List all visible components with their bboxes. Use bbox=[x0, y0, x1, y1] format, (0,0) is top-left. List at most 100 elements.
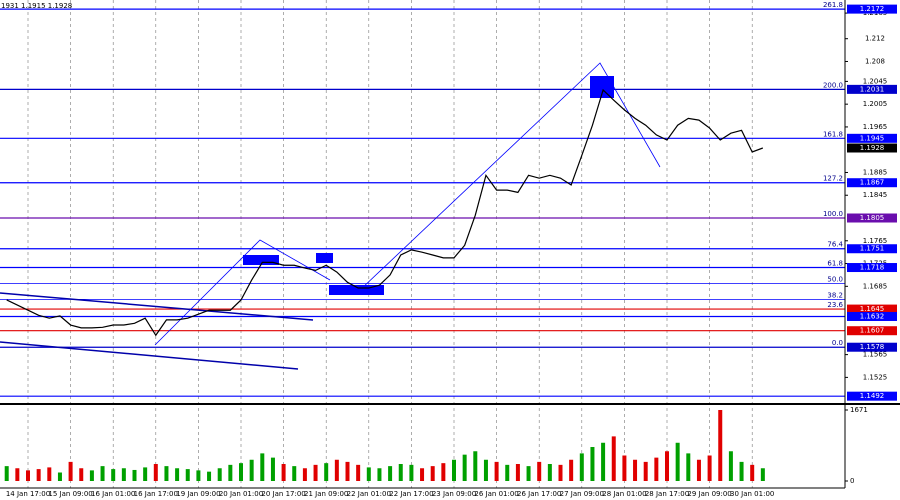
x-tick-label: 27 Jan 09:00 bbox=[560, 490, 604, 498]
fib-label: 0.0 bbox=[832, 339, 843, 347]
volume-bar bbox=[111, 469, 116, 481]
volume-bar bbox=[590, 447, 595, 481]
price-box bbox=[847, 311, 897, 321]
fib-label: 38.2 bbox=[827, 291, 843, 299]
fib-label: 61.8 bbox=[827, 260, 843, 268]
pattern-box bbox=[243, 255, 279, 265]
price-box bbox=[847, 244, 897, 254]
volume-bar bbox=[132, 469, 137, 481]
volume-bar bbox=[398, 464, 403, 481]
volume-bar bbox=[526, 466, 531, 481]
price-box-label: 1.1867 bbox=[860, 179, 885, 187]
x-tick-label: 20 Jan 17:00 bbox=[261, 490, 305, 498]
volume-bar bbox=[196, 470, 201, 481]
x-tick-label: 21 Jan 09:00 bbox=[304, 490, 348, 498]
volume-bar bbox=[760, 468, 765, 481]
x-tick-label: 26 Jan 17:00 bbox=[517, 490, 561, 498]
price-box-label: 1.2031 bbox=[860, 85, 885, 93]
x-tick-label: 28 Jan 01:00 bbox=[602, 490, 646, 498]
volume-bar bbox=[686, 453, 691, 481]
fib-label: 50.0 bbox=[827, 275, 843, 283]
y-tick-label: 1.2005 bbox=[863, 100, 888, 108]
y-tick-label: 1.2045 bbox=[863, 77, 888, 85]
fib-label: 76.4 bbox=[827, 241, 843, 249]
volume-bar bbox=[175, 468, 180, 481]
volume-bar bbox=[334, 459, 339, 481]
volume-bar bbox=[665, 451, 669, 481]
y-tick-label: 1.212 bbox=[865, 35, 885, 43]
volume-bar bbox=[611, 436, 616, 481]
volume-bar bbox=[47, 467, 52, 481]
volume-bar bbox=[483, 459, 488, 481]
x-tick-label: 15 Jan 09:00 bbox=[48, 490, 92, 498]
volume-bar bbox=[68, 461, 73, 481]
x-tick-label: 28 Jan 17:00 bbox=[645, 490, 689, 498]
volume-bar bbox=[217, 468, 222, 481]
x-tick-label: 23 Jan 09:00 bbox=[432, 490, 476, 498]
volume-bar bbox=[430, 466, 435, 481]
volume-bar bbox=[207, 471, 212, 481]
volume-bar bbox=[622, 455, 627, 481]
volume-bar bbox=[750, 464, 755, 481]
volume-bar bbox=[185, 469, 190, 481]
volume-bar bbox=[302, 468, 307, 481]
volume-bar bbox=[388, 466, 393, 481]
volume-bar bbox=[36, 469, 41, 481]
volume-bar bbox=[292, 466, 297, 481]
x-tick-label: 19 Jan 09:00 bbox=[176, 490, 220, 498]
x-tick-label: 14 Jan 17:00 bbox=[6, 490, 50, 498]
volume-bar bbox=[547, 464, 552, 481]
volume-bar bbox=[675, 442, 680, 481]
volume-bar bbox=[143, 467, 148, 481]
price-box bbox=[847, 4, 897, 14]
volume-bar bbox=[270, 457, 275, 481]
volume-bar bbox=[249, 459, 254, 481]
x-tick-label: 26 Jan 01:00 bbox=[474, 490, 518, 498]
drawings bbox=[0, 62, 661, 370]
volume-bar bbox=[324, 463, 329, 481]
volume-bar bbox=[260, 453, 265, 481]
volume-bar bbox=[4, 466, 9, 481]
volume-bar bbox=[121, 468, 126, 481]
pattern-box bbox=[316, 253, 333, 263]
price-box bbox=[847, 213, 897, 223]
wave-line bbox=[359, 62, 661, 291]
price-box bbox=[847, 342, 897, 352]
price-box-label: 1.1578 bbox=[860, 343, 885, 351]
volume-bar bbox=[707, 455, 712, 481]
current-price-label: 1.1928 bbox=[860, 144, 885, 152]
pattern-box bbox=[590, 76, 614, 98]
symbol-info: 1931 1.1915 1.1928 bbox=[1, 2, 72, 10]
volume-bar bbox=[420, 468, 425, 481]
volume-bar bbox=[100, 466, 105, 481]
price-box-label: 1.1645 bbox=[860, 305, 885, 313]
y-tick-label: 1.1845 bbox=[863, 191, 888, 199]
volume-bar bbox=[739, 461, 744, 481]
fib-label: 200.0 bbox=[823, 81, 843, 89]
volume-bar bbox=[409, 464, 414, 481]
price-box-label: 1.2172 bbox=[860, 5, 885, 13]
current-price-box bbox=[847, 143, 897, 153]
price-box-label: 1.1632 bbox=[860, 312, 885, 320]
volume-bar bbox=[558, 464, 563, 481]
channel-line bbox=[0, 292, 314, 321]
volume-bar bbox=[696, 459, 701, 481]
price-line bbox=[6, 88, 764, 337]
y-tick-label: 1.208 bbox=[865, 57, 885, 65]
volume-bar bbox=[452, 459, 456, 481]
price-box-label: 1.1805 bbox=[860, 214, 885, 222]
price-box-label: 1.1945 bbox=[860, 134, 885, 142]
volume-bar bbox=[345, 461, 350, 481]
x-tick-label: 16 Jan 01:00 bbox=[91, 490, 135, 498]
volume-bar bbox=[153, 464, 158, 481]
volume-bar bbox=[15, 468, 20, 481]
volume-bar bbox=[164, 466, 169, 481]
y-tick-label: 1.1525 bbox=[863, 373, 888, 381]
y-tick-label: 1.1765 bbox=[863, 237, 888, 245]
plot-layer bbox=[4, 88, 765, 481]
x-tick-label: 29 Jan 09:00 bbox=[687, 490, 731, 498]
volume-bar bbox=[505, 464, 510, 481]
volume-bar bbox=[515, 464, 520, 481]
